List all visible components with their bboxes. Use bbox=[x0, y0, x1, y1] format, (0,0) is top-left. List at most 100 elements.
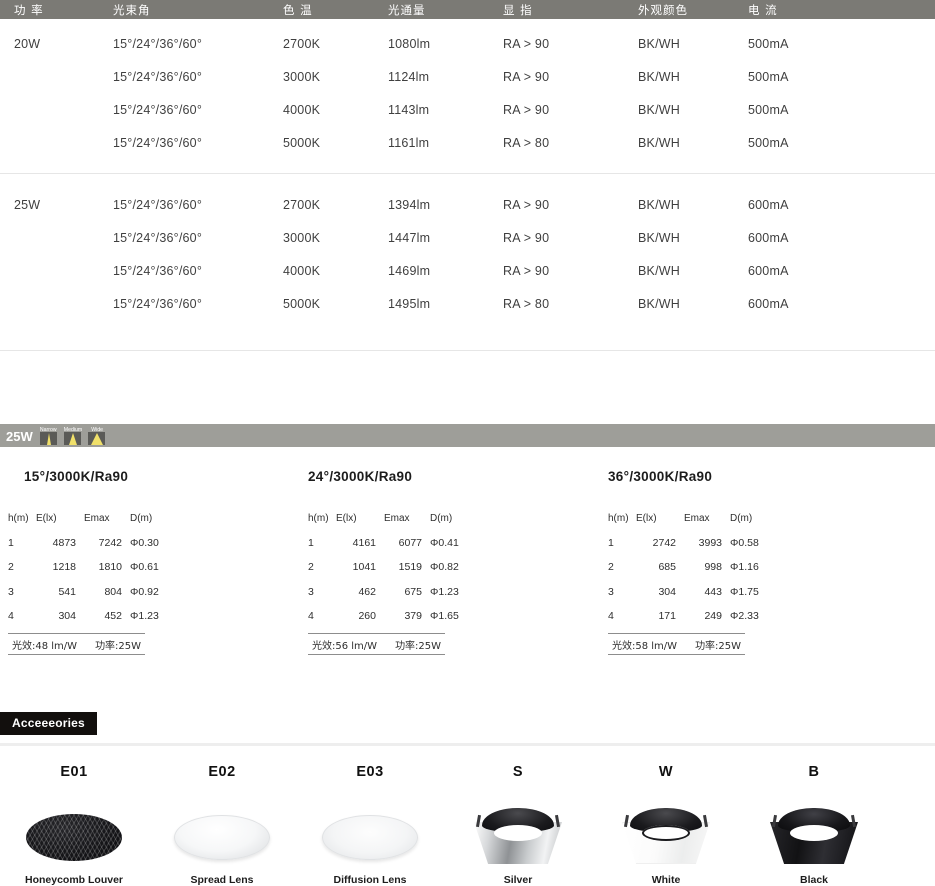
pm-cell-emax: 804 bbox=[104, 585, 122, 598]
cell-power: 20W bbox=[14, 36, 41, 51]
photometric-table: h(m) E(lx) Emax D(m) 1 2742 3993 Φ0.58 2… bbox=[608, 506, 785, 629]
pm-col-header-d: D(m) bbox=[130, 512, 153, 524]
pm-col-header-d: D(m) bbox=[730, 512, 753, 524]
pm-cell-e: 685 bbox=[658, 561, 676, 574]
accessory-item-w[interactable]: W White bbox=[592, 764, 740, 886]
black-trim-icon bbox=[740, 806, 888, 868]
accessory-item-e03[interactable]: E03 Diffusion Lens bbox=[296, 764, 444, 886]
pm-cell-emax: 675 bbox=[404, 585, 422, 598]
pm-cell-h: 3 bbox=[608, 585, 614, 598]
beam-narrow-icon: Narrow bbox=[39, 427, 59, 447]
table-row: 15°/24°/36°/60° 5000K 1161lm RA > 80 BK/… bbox=[0, 126, 935, 159]
table-row: 2 685 998 Φ1.16 bbox=[608, 555, 785, 580]
pm-col-header-emax: Emax bbox=[84, 512, 110, 524]
cell-cct: 5000K bbox=[283, 135, 321, 150]
cell-color: BK/WH bbox=[638, 135, 680, 150]
cell-flux: 1469lm bbox=[388, 263, 431, 278]
power-value: 功率:25W bbox=[695, 640, 742, 652]
table-row: 15°/24°/36°/60° 5000K 1495lm RA > 80 BK/… bbox=[0, 287, 935, 320]
accessory-label: Diffusion Lens bbox=[333, 874, 407, 886]
table-row: 4 304 452 Φ1.23 bbox=[8, 604, 185, 629]
pm-cell-d: Φ1.23 bbox=[430, 585, 459, 598]
cell-beam: 15°/24°/36°/60° bbox=[113, 197, 203, 212]
table-row: 3 304 443 Φ1.75 bbox=[608, 580, 785, 605]
beam-wide-label: Wide bbox=[90, 426, 103, 433]
cell-color: BK/WH bbox=[638, 263, 680, 278]
pm-cell-e: 304 bbox=[658, 585, 676, 598]
col-header-power: 功 率 bbox=[14, 2, 44, 17]
silver-trim-icon bbox=[444, 806, 592, 868]
cell-beam: 15°/24°/36°/60° bbox=[113, 230, 203, 245]
cell-cct: 5000K bbox=[283, 296, 321, 311]
pm-col-header-h: h(m) bbox=[608, 512, 629, 524]
cell-flux: 1495lm bbox=[388, 296, 431, 311]
table-row: 4 260 379 Φ1.65 bbox=[308, 604, 485, 629]
table-divider bbox=[0, 173, 935, 174]
accessory-item-s[interactable]: S Silver bbox=[444, 764, 592, 886]
cell-color: BK/WH bbox=[638, 36, 680, 51]
cell-beam: 15°/24°/36°/60° bbox=[113, 135, 203, 150]
cell-cct: 3000K bbox=[283, 230, 321, 245]
photometric-table: h(m) E(lx) Emax D(m) 1 4161 6077 Φ0.41 2… bbox=[308, 506, 485, 629]
pm-cell-emax: 3993 bbox=[698, 536, 722, 549]
cell-beam: 15°/24°/36°/60° bbox=[113, 263, 203, 278]
accessory-code: S bbox=[512, 764, 524, 780]
cell-cct: 4000K bbox=[283, 102, 321, 117]
cell-current: 600mA bbox=[748, 230, 789, 245]
cell-color: BK/WH bbox=[638, 102, 680, 117]
pm-cell-h: 1 bbox=[608, 536, 614, 549]
cell-cri: RA > 90 bbox=[503, 263, 550, 278]
table-row: 25W 15°/24°/36°/60° 2700K 1394lm RA > 90… bbox=[0, 188, 935, 221]
pm-cell-h: 4 bbox=[308, 610, 314, 623]
diffusion-lens-icon bbox=[296, 806, 444, 868]
photometric-header-row: h(m) E(lx) Emax D(m) bbox=[308, 506, 485, 531]
col-header-cri: 显 指 bbox=[503, 2, 533, 17]
power-value: 功率:25W bbox=[395, 640, 442, 652]
table-row: 15°/24°/36°/60° 4000K 1469lm RA > 90 BK/… bbox=[0, 254, 935, 287]
beam-narrow-glyph bbox=[40, 432, 58, 445]
beam-medium-icon: Medium bbox=[63, 427, 83, 447]
beam-medium-glyph bbox=[64, 432, 82, 445]
photometric-header-row: h(m) E(lx) Emax D(m) bbox=[608, 506, 785, 531]
pm-cell-e: 541 bbox=[58, 585, 76, 598]
photometric-title: 15°/3000K/Ra90 bbox=[24, 469, 129, 484]
pm-cell-emax: 249 bbox=[704, 610, 722, 623]
cell-color: BK/WH bbox=[638, 197, 680, 212]
table-divider bbox=[0, 350, 935, 351]
spec-group-20w: 20W 15°/24°/36°/60° 2700K 1080lm RA > 90… bbox=[0, 27, 935, 159]
pm-cell-e: 4873 bbox=[52, 536, 76, 549]
cell-color: BK/WH bbox=[638, 230, 680, 245]
pm-cell-emax: 452 bbox=[104, 610, 122, 623]
cell-current: 600mA bbox=[748, 197, 789, 212]
pm-cell-e: 4161 bbox=[352, 536, 376, 549]
pm-cell-h: 2 bbox=[8, 561, 14, 574]
cell-current: 500mA bbox=[748, 69, 789, 84]
accessory-item-e01[interactable]: E01 Honeycomb Louver bbox=[0, 764, 148, 886]
cell-color: BK/WH bbox=[638, 296, 680, 311]
beam-bar-power-label: 25W bbox=[6, 429, 33, 444]
beam-medium-label: Medium bbox=[63, 426, 82, 433]
accessory-label: Silver bbox=[503, 874, 533, 886]
efficacy-value: 光效:58 lm/W bbox=[612, 640, 678, 652]
accessory-item-b[interactable]: B Black bbox=[740, 764, 888, 886]
pm-col-header-h: h(m) bbox=[8, 512, 29, 524]
cell-flux: 1394lm bbox=[388, 197, 431, 212]
pm-cell-emax: 7242 bbox=[98, 536, 122, 549]
accessory-item-e02[interactable]: E02 Spread Lens bbox=[148, 764, 296, 886]
pm-cell-h: 2 bbox=[308, 561, 314, 574]
cell-current: 500mA bbox=[748, 36, 789, 51]
accessory-code: W bbox=[658, 764, 674, 780]
cell-current: 600mA bbox=[748, 296, 789, 311]
cell-flux: 1447lm bbox=[388, 230, 431, 245]
pm-cell-h: 4 bbox=[8, 610, 14, 623]
table-row: 1 4873 7242 Φ0.30 bbox=[8, 531, 185, 556]
pm-cell-d: Φ0.41 bbox=[430, 536, 459, 549]
table-row: 2 1041 1519 Φ0.82 bbox=[308, 555, 485, 580]
photometric-footer: 光效:58 lm/W 功率:25W bbox=[608, 632, 746, 655]
pm-cell-d: Φ0.58 bbox=[730, 536, 759, 549]
accessory-code: E02 bbox=[208, 764, 236, 780]
table-row: 1 2742 3993 Φ0.58 bbox=[608, 531, 785, 556]
cell-cri: RA > 90 bbox=[503, 36, 550, 51]
pm-cell-h: 3 bbox=[8, 585, 14, 598]
cell-cri: RA > 90 bbox=[503, 69, 550, 84]
